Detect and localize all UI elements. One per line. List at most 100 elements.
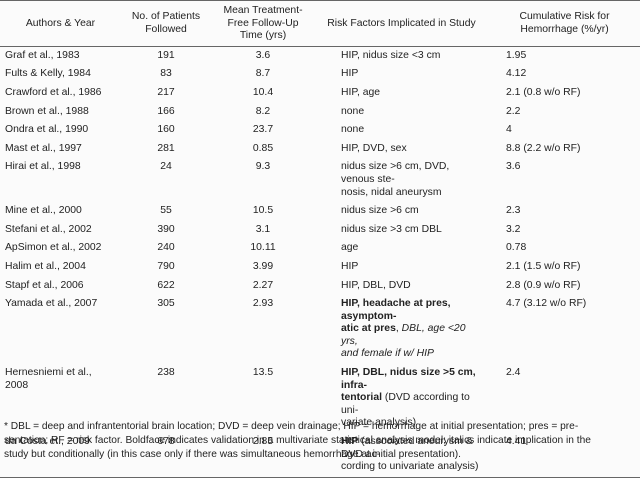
cell-patients: 790 — [157, 260, 175, 272]
risk-factor-text: HIP, DBL, nidus size >5 cm, infra- tento… — [341, 367, 476, 404]
risk-factor-text: HIP, age — [341, 86, 381, 98]
cell-cumulative-risk: 2.1 (1.5 w/o RF) — [506, 260, 581, 272]
table-row: Hirai et al., 1998 24 9.3 nidus size >6 cm,… — [0, 158, 640, 202]
cell-author: Crawford et al., 1986 — [5, 86, 102, 98]
cell-risk-factors: HIP, DVD, sex — [314, 140, 489, 159]
cell-author: Stefani et al., 2002 — [5, 223, 92, 235]
cell-followup: 9.3 — [255, 161, 271, 173]
cell-cumulative-risk: 4 — [506, 124, 512, 136]
cell-author: Brown et al., 1988 — [5, 105, 89, 117]
cell-risk-factors: HIP, headache at pres, asymptom- atic at… — [314, 295, 489, 364]
cell-author: Stapf et al., 2006 — [5, 279, 84, 291]
table-row: Graf et al., 1983 191 3.6 HIP, nidus size <… — [0, 46, 640, 65]
cell-patients: 240 — [157, 242, 175, 254]
cell-patients: 390 — [157, 223, 175, 235]
table-row: Mine et al., 2000 55 10.5 nidus size >6 cm 2… — [0, 202, 640, 221]
cell-followup: 3.99 — [252, 260, 274, 272]
cell-followup: 3.6 — [255, 49, 271, 61]
table-row: Crawford et al., 1986 217 10.4 HIP, age 2.1 … — [0, 84, 640, 103]
cell-cumulative-risk: 4.7 (3.12 w/o RF) — [506, 298, 587, 310]
risk-factor-text: HIP, DBL, DVD — [341, 279, 411, 291]
cell-risk-factors: nidus size >6 cm — [314, 202, 489, 221]
header-patients: No. of Patients Followed — [131, 11, 201, 35]
risk-factor-text: (associated aneurysm & DVD ac- cording t… — [341, 436, 479, 473]
table-row: Brown et al., 1988 166 8.2 none 2.2 — [0, 103, 640, 122]
cell-author: Halim et al., 2004 — [5, 260, 86, 272]
table-row: Yamada et al., 2007 305 2.93 HIP, headache … — [0, 295, 640, 364]
cell-risk-factors: none — [314, 121, 489, 140]
table-row: Fults & Kelly, 1984 83 8.7 HIP 4.12 — [0, 65, 640, 84]
table-body: Graf et al., 1983 191 3.6 HIP, nidus size <… — [0, 46, 640, 478]
risk-factor-text: (DVD according to uni- variate analysis) — [341, 392, 470, 429]
cell-patients: 191 — [157, 49, 175, 61]
header-row: Authors & Year No. of Patients Followed … — [0, 0, 640, 47]
cell-author: Fults & Kelly, 1984 — [5, 68, 91, 80]
cell-patients: 166 — [157, 105, 175, 117]
header-authors: Authors & Year — [25, 17, 96, 29]
cell-cumulative-risk: 3.6 — [506, 161, 521, 173]
footnote-line: study but conditionally (in this case on… — [4, 449, 461, 461]
cell-patients: 281 — [157, 142, 175, 154]
cell-followup: 2.93 — [252, 298, 274, 310]
cell-risk-factors: age — [314, 239, 489, 258]
risk-factor-text: , — [395, 323, 402, 335]
cell-risk-factors: HIP, DBL, DVD — [314, 277, 489, 296]
cell-cumulative-risk: 2.3 — [506, 205, 521, 217]
risk-factor-text: none — [341, 105, 365, 117]
risk-factor-text: HIP — [341, 68, 359, 80]
cell-risk-factors: HIP, age — [314, 84, 489, 103]
cell-patients: 217 — [157, 86, 175, 98]
footnote-line: sentation; RF = risk factor. Boldface in… — [4, 435, 591, 447]
header-cumulative-risk: Cumulative Risk for Hemorrhage (%/yr) — [519, 11, 610, 35]
cell-author: ApSimon et al., 2002 — [5, 242, 102, 254]
header-followup: Mean Treatment-Free Follow-Up Time (yrs) — [223, 5, 303, 42]
table-row: Ondra et al., 1990 160 23.7 none 4 — [0, 121, 640, 140]
cell-risk-factors: HIP (associated aneurysm & DVD ac- cordi… — [314, 433, 489, 477]
risk-factor-text: nidus size >3 cm DBL — [341, 223, 442, 235]
cell-author: da Costa et., 2009 — [5, 436, 90, 448]
cell-author: Mine et al., 2000 — [5, 205, 82, 217]
cell-cumulative-risk: 2.1 (0.8 w/o RF) — [506, 86, 581, 98]
cell-cumulative-risk: 4.12 — [506, 68, 527, 80]
footnote-line: * DBL = deep and infrantentorial brain l… — [4, 421, 579, 432]
table-row: Hernesniemi et al., 2008 238 13.5 HIP, DBL,… — [0, 364, 640, 433]
cell-author: Ondra et al., 1990 — [5, 124, 89, 136]
cell-followup: 2.27 — [252, 279, 274, 291]
risk-factor-text: age — [341, 242, 359, 254]
cell-author: Graf et al., 1983 — [5, 49, 80, 61]
footnote: * DBL = deep and infrantentorial brain l… — [4, 420, 636, 463]
risk-factor-text: HIP, DVD, sex — [341, 142, 407, 154]
table-row: Stapf et al., 2006 622 2.27 HIP, DBL, DVD 2.… — [0, 277, 640, 296]
cell-cumulative-risk: 3.2 — [506, 223, 521, 235]
cell-cumulative-risk: 0.78 — [506, 242, 527, 254]
cell-cumulative-risk: 2.4 — [506, 367, 521, 379]
cell-cumulative-risk: 8.8 (2.2 w/o RF) — [506, 142, 581, 154]
risk-factor-text: nidus size >6 cm — [341, 205, 419, 217]
cell-patients: 24 — [160, 161, 172, 173]
cell-risk-factors: none — [314, 103, 489, 122]
cell-risk-factors: HIP, nidus size <3 cm — [314, 46, 489, 65]
cell-cumulative-risk: 1.95 — [506, 49, 527, 61]
cell-author: Hirai et al., 1998 — [5, 161, 81, 173]
cell-risk-factors: HIP, DBL, nidus size >5 cm, infra- tento… — [314, 364, 489, 433]
cell-followup: 23.7 — [252, 124, 274, 136]
cell-followup: 2.85 — [252, 436, 274, 448]
cell-followup: 0.85 — [252, 142, 274, 154]
table-row: Halim et al., 2004 790 3.99 HIP 2.1 (1.5 w/o… — [0, 258, 640, 277]
cell-followup: 10.4 — [252, 86, 274, 98]
cell-risk-factors: nidus size >6 cm, DVD, venous ste- nosis… — [314, 158, 489, 202]
cell-cumulative-risk: 2.2 — [506, 105, 521, 117]
risk-factor-text: HIP — [341, 260, 359, 272]
cell-followup: 8.2 — [255, 105, 271, 117]
cell-patients: 678 — [157, 436, 175, 448]
risk-factor-text: DBL, age <20 yrs, and female if w/ HIP — [341, 323, 466, 360]
cell-followup: 13.5 — [252, 367, 274, 379]
risk-factor-text: HIP, nidus size <3 cm — [341, 49, 441, 61]
cell-cumulative-risk: 4.41 — [506, 436, 527, 448]
table-row: ApSimon et al., 2002 240 10.11 age 0.78 — [0, 239, 640, 258]
risk-factor-text: HIP — [341, 436, 359, 448]
risk-factor-text: nidus size >6 cm, DVD, venous ste- nosis… — [341, 161, 450, 198]
cell-followup: 8.7 — [255, 68, 271, 80]
